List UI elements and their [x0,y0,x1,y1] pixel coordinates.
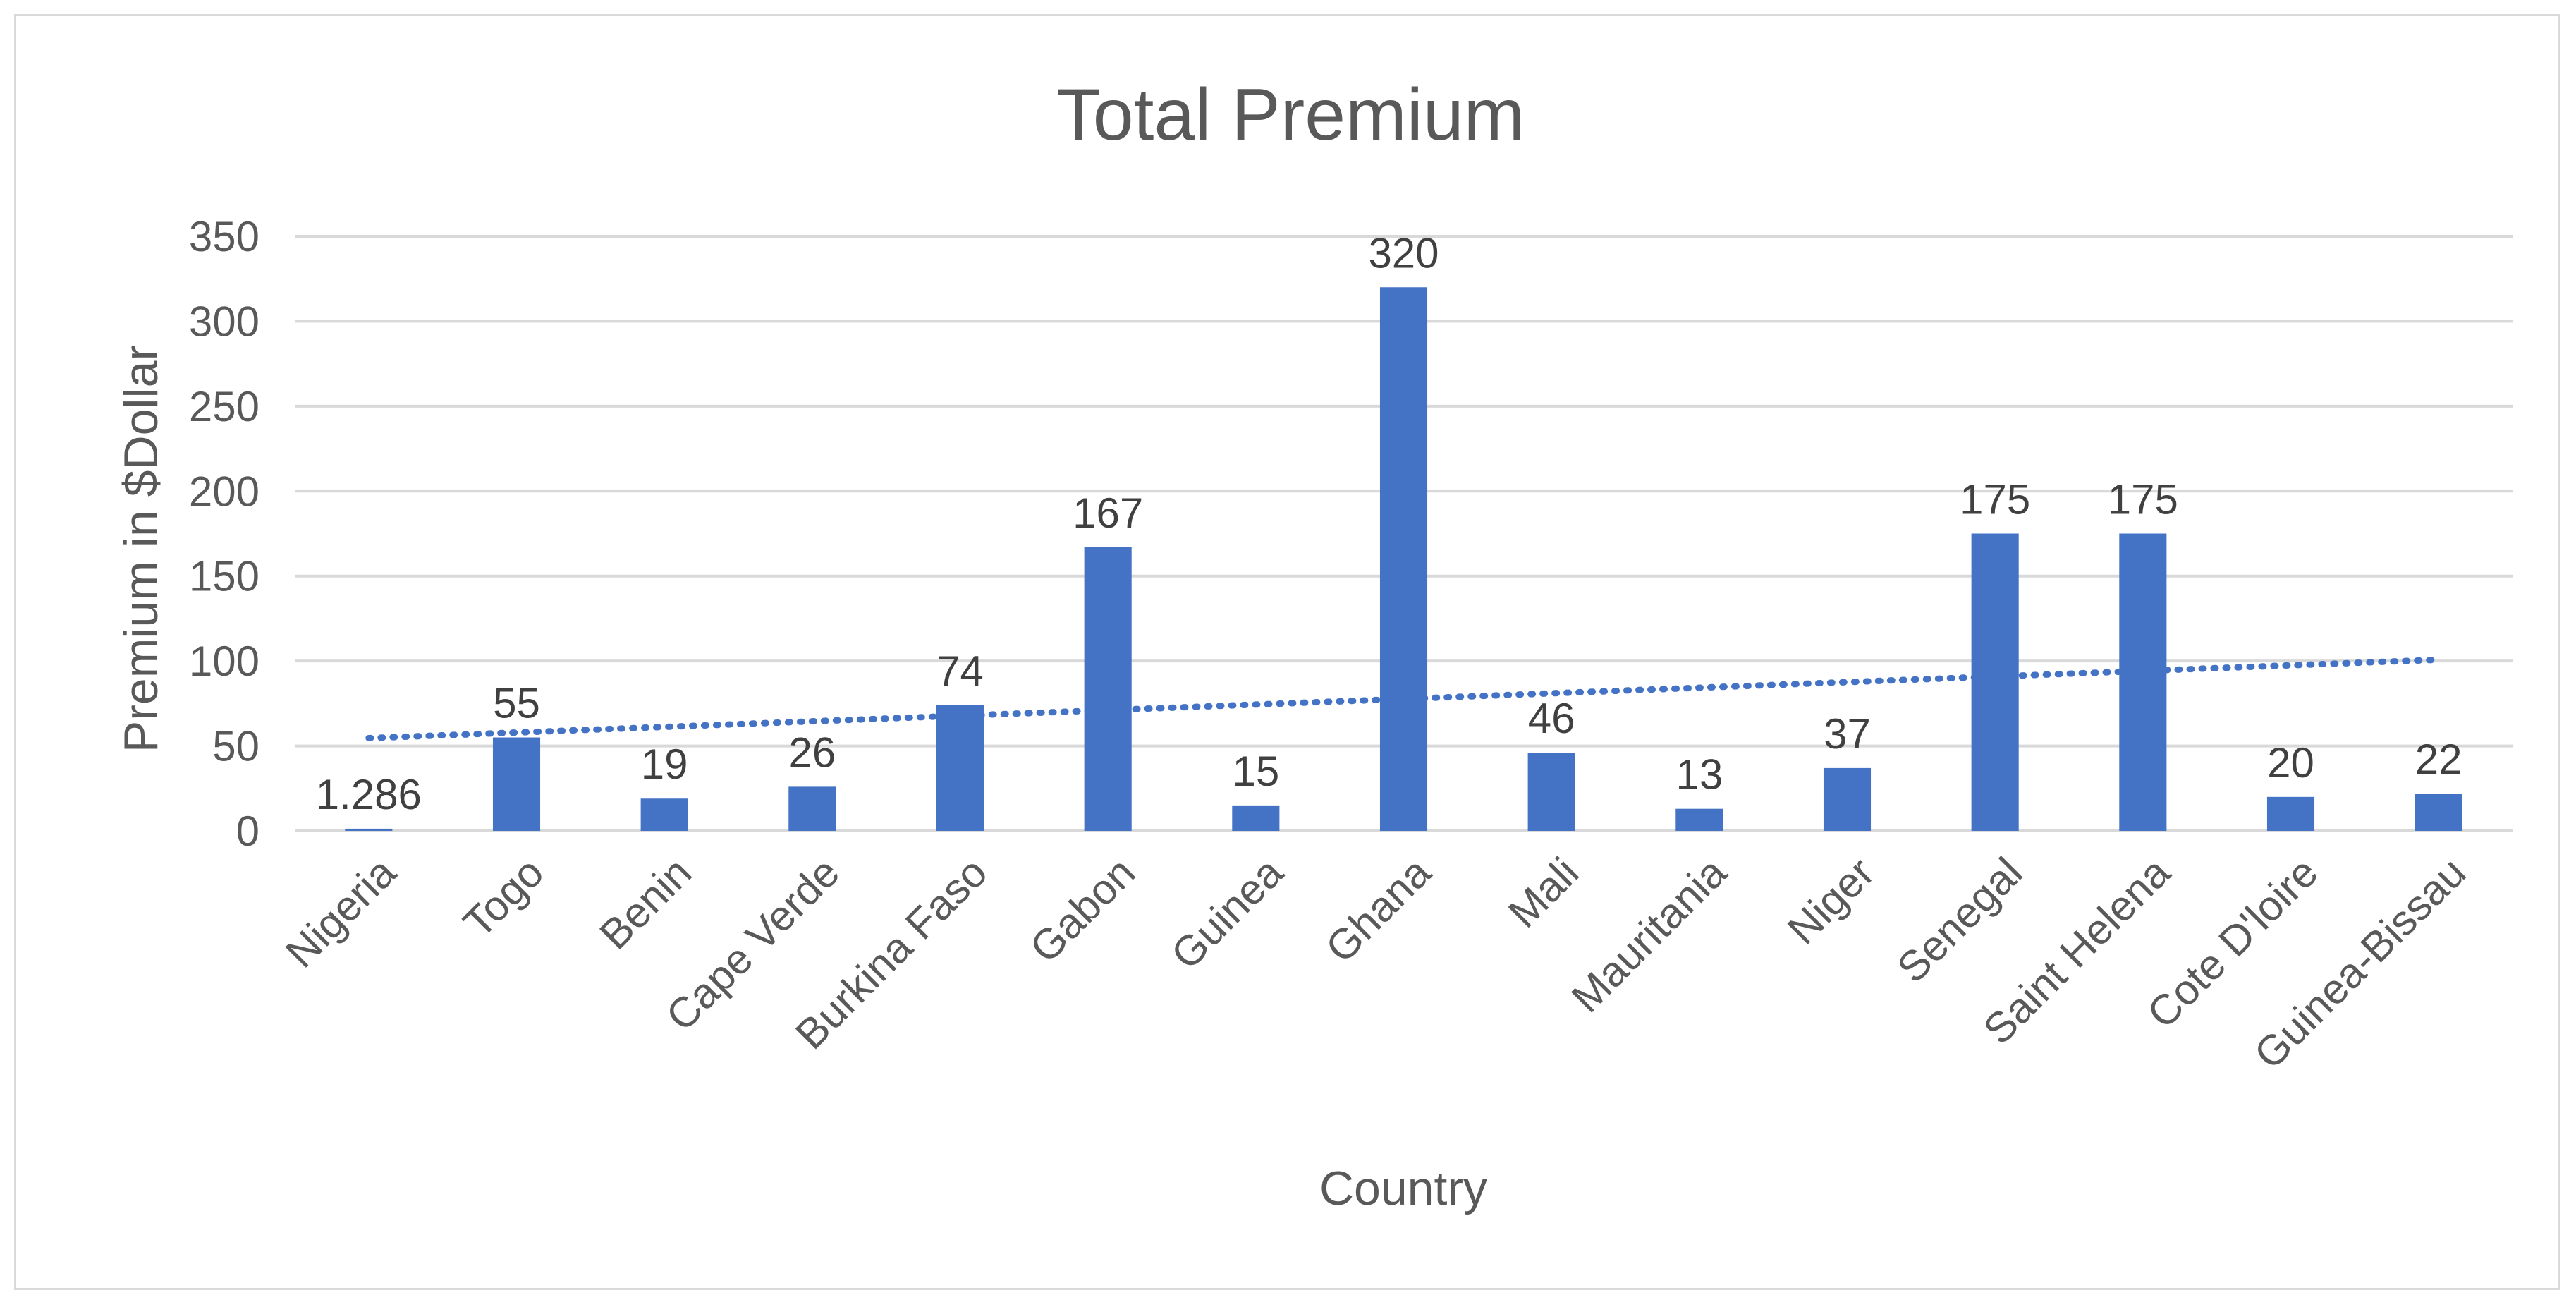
bar [345,828,393,831]
data-label: 22 [2415,736,2462,783]
bar [788,786,836,831]
bar [492,737,541,831]
data-label: 175 [1960,476,2030,523]
bar [2119,533,2167,831]
bar [1527,753,1575,831]
bar [1232,805,1280,831]
x-tick-label: Nigeria [276,848,405,976]
data-label: 15 [1232,748,1279,795]
x-axis-title: Country [1319,1162,1487,1215]
y-tick-label: 200 [189,468,260,515]
bar [1675,808,1723,831]
data-label: 37 [1824,710,1871,758]
x-tick-label: Guinea [1162,848,1293,978]
bar [2266,796,2315,831]
trendline-group [365,656,2442,741]
x-tick-label: Mauritania [1563,848,1736,1021]
bar [2415,794,2462,831]
data-labels: 1.286 55 19 26 74 167 15 320 46 13 37 175 175 20 22 [316,229,2462,818]
y-tick-label: 0 [236,808,260,855]
y-tick-label: 100 [189,638,260,685]
bar [1823,767,1872,831]
y-axis-title: Premium in $Dollar [114,345,168,753]
x-tick-label: Mali [1499,849,1587,937]
y-tick-label: 50 [212,723,260,770]
x-tick-label: Benin [590,849,700,959]
data-label: 167 [1073,490,1143,537]
y-tick-label: 150 [189,553,260,600]
data-label: 55 [493,680,540,727]
bar-chart: Total Premium 0 50 100 150 200 250 300 350 1.28… [114,74,2513,1215]
x-tick-label: Ghana [1317,848,1440,971]
data-label: 74 [936,648,984,695]
data-label: 19 [641,741,688,788]
x-tick-label: Niger [1778,849,1884,954]
bar [1971,533,2019,831]
data-label: 1.286 [316,771,422,818]
y-axis-tick-labels: 0 50 100 150 200 250 300 350 [189,213,260,855]
y-tick-label: 350 [189,213,260,260]
data-label: 20 [2267,739,2314,786]
data-label: 320 [1368,229,1439,276]
data-label: 26 [788,729,836,776]
chart-title: Total Premium [1056,74,1525,156]
chart-frame: Total Premium 0 50 100 150 200 250 300 350 1.28… [14,14,2560,1290]
bar [1084,547,1132,831]
trendline [365,656,2442,741]
bar [936,705,984,831]
data-label: 13 [1675,751,1723,798]
x-tick-label: Togo [454,849,552,947]
y-tick-label: 300 [189,298,260,345]
x-tick-label: Senegal [1888,849,2031,992]
x-tick-label: Gabon [1021,849,1144,972]
data-label: 46 [1528,695,1575,742]
bars [345,287,2462,831]
y-tick-label: 250 [189,383,260,430]
data-label: 175 [2108,476,2178,523]
bar [1379,287,1428,831]
bar [640,798,688,831]
